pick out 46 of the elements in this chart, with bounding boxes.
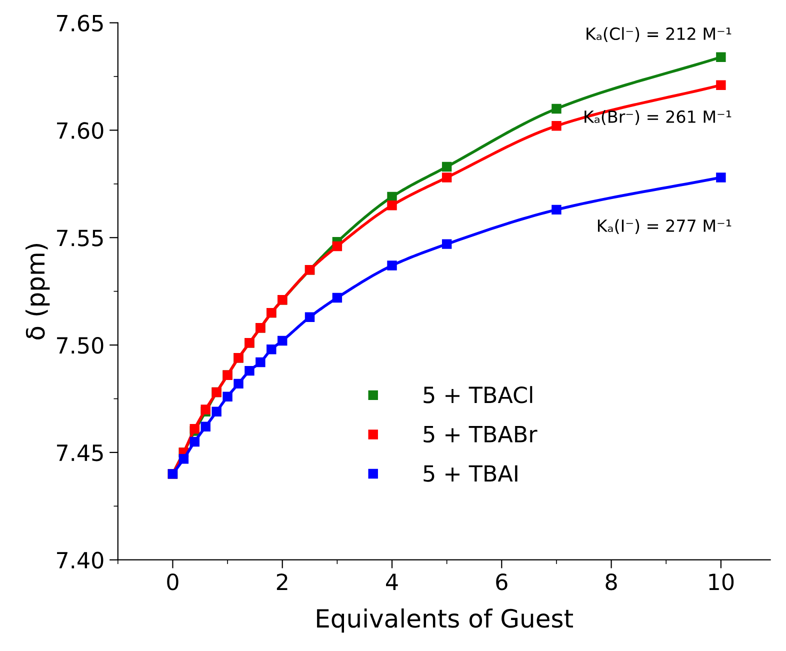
point <box>716 172 726 182</box>
point <box>190 424 200 434</box>
point <box>442 172 452 182</box>
x-tick-label: 4 <box>386 574 398 590</box>
x-tick-label: 2 <box>276 573 288 590</box>
x-tick-label: 6 <box>496 573 508 590</box>
annotation: Kₐ(I⁻) = 277 M⁻¹ <box>598 219 732 234</box>
point <box>256 357 266 368</box>
point <box>190 436 200 447</box>
point <box>200 422 210 432</box>
y-tick-label: 7.60 <box>57 122 104 139</box>
legend-label: 5 + TBACl <box>424 386 532 404</box>
y-tick-label: 7.45 <box>57 444 103 462</box>
point <box>234 378 244 389</box>
point <box>387 260 397 270</box>
y-tick-label: 7.55 <box>57 230 103 246</box>
legend-label: 5 + TBAI <box>424 465 518 482</box>
legend-label: 5 + TBABr <box>424 426 538 443</box>
point <box>178 454 189 464</box>
point <box>716 52 726 62</box>
point <box>332 292 342 303</box>
point <box>552 104 562 114</box>
y-tick-label: 7.50 <box>57 336 104 354</box>
point <box>266 344 276 354</box>
annotation: Kₐ(Br⁻) = 261 M⁻¹ <box>584 110 732 125</box>
x-tick-label: 10 <box>709 573 734 590</box>
point <box>278 336 288 346</box>
y-tick-label: 7.65 <box>57 14 103 32</box>
point <box>387 192 397 202</box>
annotation: Kₐ(Cl⁻) = 212 M⁻¹ <box>586 27 732 42</box>
x-tick-label: 0 <box>167 573 178 590</box>
x-tick-label: 8 <box>606 573 617 590</box>
point <box>552 204 562 215</box>
point <box>304 312 315 322</box>
y-axis-title: δ (ppm) <box>26 244 50 340</box>
x-axis-title: Equivalents of Guest <box>317 608 573 633</box>
point <box>212 406 222 416</box>
point <box>222 392 232 402</box>
y-tick-label: 7.40 <box>57 552 104 569</box>
point <box>716 80 726 90</box>
point <box>244 366 254 376</box>
point <box>442 162 452 172</box>
point <box>442 239 452 249</box>
point <box>552 121 562 131</box>
point <box>332 241 342 252</box>
point <box>387 200 397 210</box>
